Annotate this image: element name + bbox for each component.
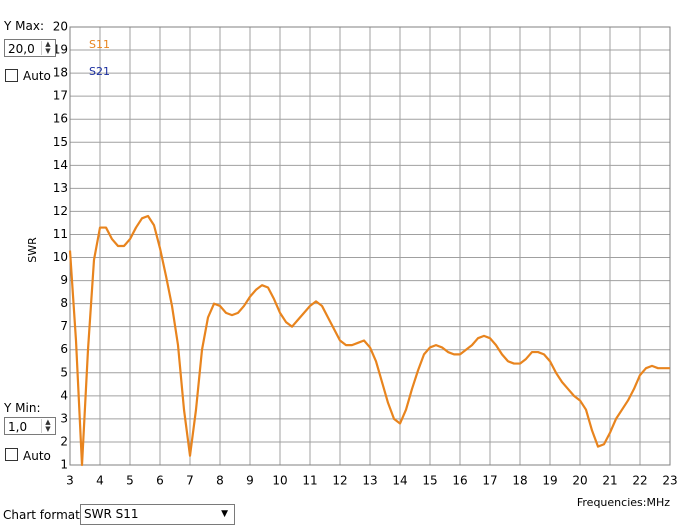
y-tick-label: 2	[60, 434, 68, 448]
x-tick-label: 21	[602, 474, 617, 488]
y-tick-label: 17	[53, 89, 68, 103]
y-tick-label: 14	[53, 158, 68, 172]
ymax-spinbox[interactable]: 20,0 ▲ ▼	[4, 39, 56, 57]
series-line	[68, 214, 670, 467]
x-tick-label: 8	[216, 474, 224, 488]
x-tick-label: 15	[422, 474, 437, 488]
y-tick-label: 19	[53, 43, 68, 57]
y-tick-label: 15	[53, 135, 68, 149]
x-axis-label: Frequencies:MHz	[577, 496, 670, 509]
x-tick-label: 13	[362, 474, 377, 488]
plot-frame	[69, 26, 671, 466]
legend-entry: S11	[89, 38, 110, 51]
dropdown-arrow[interactable]: ▼	[221, 509, 228, 519]
y-tick-label: 13	[53, 181, 68, 195]
ymin-label: Y Min:	[4, 401, 41, 415]
x-tick-label: 10	[272, 474, 287, 488]
spin-buttons[interactable]: ▲ ▼	[41, 419, 54, 433]
x-tick-label: 23	[662, 474, 677, 488]
x-tick-label: 22	[632, 474, 647, 488]
x-tick-label: 19	[542, 474, 557, 488]
ymax-label: Y Max:	[4, 19, 44, 33]
spin-buttons[interactable]: ▲ ▼	[41, 41, 54, 55]
x-tick-label: 14	[392, 474, 407, 488]
y-tick-label: 8	[60, 296, 68, 310]
x-tick-label: 4	[96, 474, 104, 488]
y-tick-label: 11	[53, 227, 68, 241]
ymin-spinbox[interactable]: 1,0 ▲ ▼	[4, 417, 56, 435]
x-tick-label: 16	[452, 474, 467, 488]
y-tick-label: 4	[60, 388, 68, 402]
y-tick-label: 1	[60, 458, 68, 472]
x-tick-label: 7	[186, 474, 194, 488]
y-tick-label: 18	[53, 66, 68, 80]
format-select[interactable]: SWR S11 ▼	[80, 504, 235, 525]
x-tick-label: 17	[482, 474, 497, 488]
ymin-auto-checkbox[interactable]	[5, 448, 18, 461]
x-tick-label: 18	[512, 474, 527, 488]
x-tick-label: 12	[332, 474, 347, 488]
x-tick-label: 6	[156, 474, 164, 488]
legend-entry: S21	[89, 65, 110, 78]
ymax-auto-checkbox[interactable]	[5, 69, 18, 82]
x-tick-label: 11	[302, 474, 317, 488]
y-tick-label: 6	[60, 342, 68, 356]
y-tick-label: 5	[60, 365, 68, 379]
x-tick-label: 20	[572, 474, 587, 488]
y-tick-label: 10	[53, 250, 68, 264]
ymin-value: 1,0	[8, 420, 28, 434]
format-label: Chart format:	[3, 508, 84, 522]
y-tick-label: 3	[60, 411, 68, 425]
x-tick-label: 9	[246, 474, 254, 488]
x-tick-label: 5	[126, 474, 134, 488]
ymin-auto-label: Auto	[23, 449, 51, 463]
y-axis-label: SWR	[26, 237, 39, 263]
y-tick-label: 12	[53, 204, 68, 218]
format-value: SWR S11	[84, 507, 139, 521]
ymax-value: 20,0	[8, 42, 35, 56]
y-tick-label: 20	[53, 20, 68, 34]
x-tick-label: 3	[66, 474, 74, 488]
ymax-auto-label: Auto	[23, 69, 51, 83]
y-tick-label: 16	[53, 112, 68, 126]
y-tick-label: 7	[60, 319, 68, 333]
y-tick-label: 9	[60, 273, 68, 287]
